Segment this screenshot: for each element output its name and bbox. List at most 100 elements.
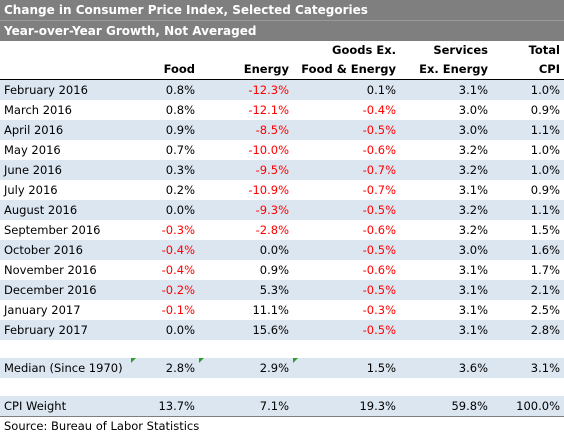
cell-food: -0.4% (161, 263, 195, 277)
header-goods: Food & Energy (293, 60, 400, 80)
cell-services: 3.1% (458, 303, 488, 317)
cell-goods: 19.3% (293, 396, 400, 416)
row-label: March 2016 (4, 103, 72, 117)
cell-goods: -0.5% (293, 280, 400, 300)
cell-services: 3.2% (400, 160, 492, 180)
header-top-1 (131, 41, 199, 60)
cell-energy: -10.0% (248, 143, 289, 157)
cell-goods: -0.5% (293, 320, 400, 340)
cell-cpi: 2.5% (530, 303, 560, 317)
row-label: September 2016 (4, 223, 101, 237)
cell-services: 3.1% (400, 79, 492, 100)
row-label: February 2016 (0, 79, 131, 100)
header-top-0 (0, 41, 131, 60)
cpi-table: Goods Ex. Services Total Food Energy Foo… (0, 41, 564, 416)
cell-services: 3.0% (458, 103, 488, 117)
cell-goods: -0.7% (362, 183, 396, 197)
cell-services: 3.0% (400, 240, 492, 260)
row-label: Median (Since 1970) (0, 358, 131, 378)
comment-marker-icon (131, 358, 136, 363)
cell-food: 13.7% (131, 396, 199, 416)
cell-cpi: 1.0% (492, 79, 564, 100)
cell-cpi: 1.6% (492, 240, 564, 260)
table-row: October 2016 -0.4% 0.0% -0.5% 3.0% 1.6% (0, 240, 564, 260)
cell-cpi: 0.9% (530, 103, 560, 117)
cell-value: 2.8% (165, 361, 195, 375)
cell-services: 3.6% (400, 358, 492, 378)
cell-goods: 0.1% (293, 79, 400, 100)
cell-food: -0.1% (161, 303, 195, 317)
cell-energy: -10.9% (248, 183, 289, 197)
source-note: Source: Bureau of Labor Statistics (0, 416, 564, 436)
cell-services: 3.1% (400, 320, 492, 340)
table-row: June 2016 0.3% -9.5% -0.7% 3.2% 1.0% (0, 160, 564, 180)
cell-goods: -0.3% (362, 303, 396, 317)
cell-energy: -12.3% (199, 79, 293, 100)
cell-food: 0.7% (165, 143, 195, 157)
cell-cpi: 1.1% (492, 120, 564, 140)
cell-services: 3.0% (400, 120, 492, 140)
cell-goods: -0.5% (293, 240, 400, 260)
cell-value: 2.9% (259, 361, 289, 375)
cell-food: -0.2% (131, 280, 199, 300)
cell-goods: -0.5% (293, 200, 400, 220)
cell-goods: -0.7% (293, 160, 400, 180)
cell-cpi: 3.1% (492, 358, 564, 378)
cell-goods: 1.5% (293, 358, 400, 378)
cell-cpi: 2.8% (492, 320, 564, 340)
row-label: November 2016 (4, 263, 97, 277)
cell-services: 59.8% (400, 396, 492, 416)
header-bottom-0 (0, 60, 131, 80)
table-row: April 2016 0.9% -8.5% -0.5% 3.0% 1.1% (0, 120, 564, 140)
row-label: May 2016 (4, 143, 61, 157)
spacer-row (0, 378, 564, 396)
row-label: April 2016 (0, 120, 131, 140)
cell-energy: 7.1% (199, 396, 293, 416)
header-services: Ex. Energy (400, 60, 492, 80)
row-label: August 2016 (0, 200, 131, 220)
cell-goods: -0.6% (362, 143, 396, 157)
table-row: March 2016 0.8% -12.1% -0.4% 3.0% 0.9% (0, 100, 564, 120)
header-top-total: Total (528, 43, 560, 57)
cell-food: 0.2% (165, 183, 195, 197)
cell-energy: -8.5% (199, 120, 293, 140)
cell-energy: 5.3% (199, 280, 293, 300)
cell-goods: -0.5% (293, 120, 400, 140)
table-row: August 2016 0.0% -9.3% -0.5% 3.2% 1.1% (0, 200, 564, 220)
header-cpi: CPI (492, 60, 564, 80)
cell-services: 3.2% (458, 223, 488, 237)
cell-cpi: 2.1% (492, 280, 564, 300)
cell-food: 0.0% (131, 200, 199, 220)
cell-food: -0.3% (161, 223, 195, 237)
table-row: CPI Weight 13.7% 7.1% 19.3% 59.8% 100.0% (0, 396, 564, 416)
spacer-row (0, 340, 564, 358)
header-top-services: Services (433, 43, 488, 57)
cell-cpi: 1.0% (492, 160, 564, 180)
cell-goods: -0.6% (362, 263, 396, 277)
cell-food: 2.8% (131, 358, 199, 378)
cell-cpi: 1.0% (530, 143, 560, 157)
cell-energy: -12.1% (248, 103, 289, 117)
cell-energy: 11.1% (252, 303, 289, 317)
cell-food: -0.4% (131, 240, 199, 260)
table-row: February 2016 0.8% -12.3% 0.1% 3.1% 1.0% (0, 79, 564, 100)
table-row: July 2016 0.2% -10.9% -0.7% 3.1% 0.9% (0, 180, 564, 200)
table-row: February 2017 0.0% 15.6% -0.5% 3.1% 2.8% (0, 320, 564, 340)
cell-services: 3.2% (400, 200, 492, 220)
cell-services: 3.1% (400, 280, 492, 300)
cell-cpi: 1.7% (530, 263, 560, 277)
cell-food: 0.3% (131, 160, 199, 180)
cell-cpi: 100.0% (492, 396, 564, 416)
cell-cpi: 1.5% (530, 223, 560, 237)
header-energy: Energy (199, 60, 293, 80)
row-label: January 2017 (4, 303, 81, 317)
table-row: Median (Since 1970) 2.8% 2.9% 1.5% 3.6% 3.1% (0, 358, 564, 378)
cell-food: 0.8% (165, 103, 195, 117)
header-top-2 (199, 41, 293, 60)
row-label: October 2016 (0, 240, 131, 260)
cell-cpi: 0.9% (530, 183, 560, 197)
cell-goods: -0.6% (362, 223, 396, 237)
cell-food: 0.9% (131, 120, 199, 140)
cell-energy: -2.8% (255, 223, 289, 237)
comment-marker-icon (199, 358, 204, 363)
